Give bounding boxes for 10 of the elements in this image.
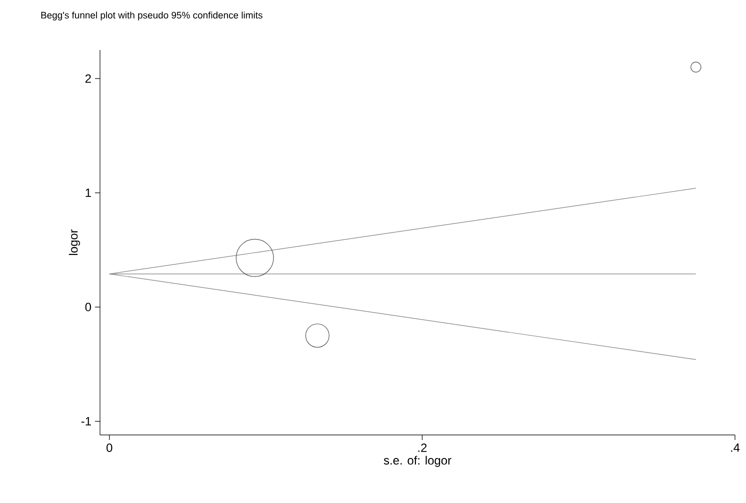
x-tick-label: .2 [418, 444, 427, 452]
y-tick-label: 1 [86, 188, 91, 197]
y-tick-label: 0 [85, 302, 92, 312]
y-tick-label: -1 [81, 417, 91, 426]
y-axis-title: logor [68, 229, 80, 255]
x-tick-label: 0 [106, 444, 112, 452]
chart-title: Begg's funnel plot with pseudo 95% confidence limits [41, 12, 262, 20]
x-axis-title: s.e. of: logor [384, 456, 452, 467]
x-tick-label: .4 [731, 444, 740, 452]
y-tick-label: 2 [85, 74, 91, 83]
